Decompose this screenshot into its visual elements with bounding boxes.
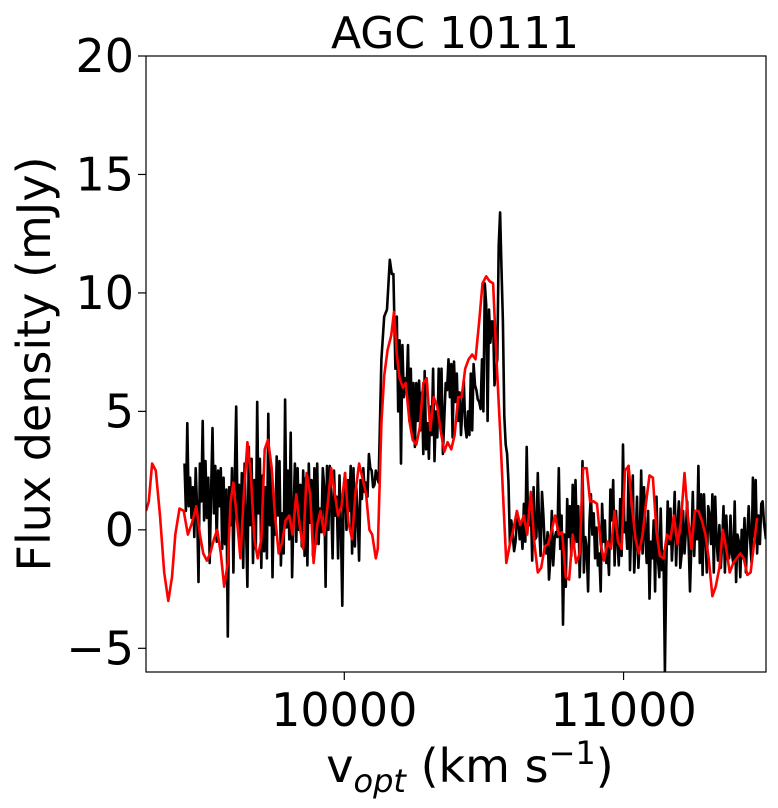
x-axis-label-main: v xyxy=(326,739,353,793)
x-axis-label-units: (km s xyxy=(406,739,549,793)
y-tick-label: 5 xyxy=(105,384,134,438)
ticks-layer: −5 0 5 10 15 20 10000 11000 xyxy=(66,29,697,737)
x-axis-label-close: ) xyxy=(596,739,614,793)
y-tick-label: 10 xyxy=(75,266,134,320)
x-axis-label: vopt (km s−1) xyxy=(326,734,613,800)
series-line-model xyxy=(146,274,759,603)
y-tick-label: 0 xyxy=(105,503,134,557)
y-tick-label: 20 xyxy=(75,29,134,83)
chart-title: AGC 10111 xyxy=(331,8,579,59)
plot-frame xyxy=(145,55,767,673)
x-axis-label-sub: opt xyxy=(354,762,408,800)
series-line-observed xyxy=(183,211,766,672)
x-tick-label: 11000 xyxy=(550,683,696,737)
y-tick-label: 15 xyxy=(75,147,134,201)
y-tick-label: −5 xyxy=(66,621,134,675)
series-layer xyxy=(146,211,766,672)
y-axis-label: Flux density (mJy) xyxy=(7,156,61,571)
x-tick-label: 10000 xyxy=(271,683,417,737)
x-axis-label-exponent: −1 xyxy=(549,734,596,772)
